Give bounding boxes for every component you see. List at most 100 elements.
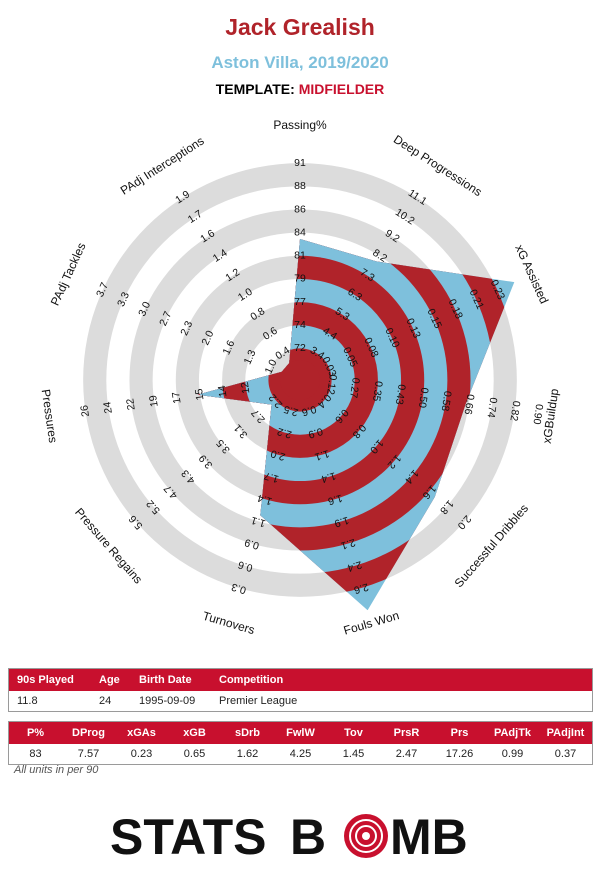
- bio-table: 90s Played Age Birth Date Competition 11.8 2…: [8, 668, 593, 712]
- axis-label: xGBuildup: [540, 387, 562, 444]
- tick-label: 2.6: [352, 580, 370, 596]
- tick-label: 22: [124, 398, 138, 411]
- tick-label: 1.0: [263, 358, 280, 376]
- poly-band-core: [280, 360, 320, 400]
- tick-label: 0.50: [416, 387, 431, 409]
- tick-label: 84: [294, 226, 306, 238]
- logo-b: B: [290, 809, 326, 862]
- tick-label: 0.6: [300, 403, 318, 419]
- bio-header-cell: 90s Played: [17, 674, 74, 686]
- tick-label: 1.6: [220, 338, 237, 356]
- tick-label: 0.9: [307, 425, 325, 441]
- stats-header-cell: PAdjTk: [493, 727, 532, 739]
- logo-stats: STATS: [110, 809, 266, 862]
- tick-label: 0.27: [347, 377, 362, 399]
- tick-label: 72: [294, 342, 306, 354]
- radar-chart: 7274777981848688913.44.45.36.37.38.29.21…: [39, 118, 562, 638]
- stats-header-cell: PrsR: [393, 727, 420, 739]
- tick-label: 2.0: [199, 329, 216, 347]
- stats-header-cell: P%: [26, 727, 45, 739]
- template-value: MIDFIELDER: [298, 81, 385, 97]
- stats-value-cell: 0.65: [183, 748, 206, 760]
- tick-label: 0.74: [485, 397, 500, 419]
- tick-label: 3.7: [94, 281, 111, 299]
- stats-header-cell: DProg: [72, 727, 105, 739]
- stats-table-row: 83 7.57 0.23 0.65 1.62 4.25 1.45 2.47 17.26 0.99 0…: [9, 744, 592, 764]
- stats-header-cell: sDrb: [234, 727, 261, 739]
- tick-label: 3.0: [136, 300, 153, 318]
- bio-header-cell: Age: [99, 674, 120, 686]
- tick-label: 0.82: [507, 400, 522, 422]
- player-name: Jack Grealish: [225, 14, 375, 40]
- statsbomb-logo: STATS B MB: [110, 809, 468, 862]
- tick-label: 0.3: [230, 580, 248, 596]
- tick-label: 86: [294, 203, 306, 215]
- tick-label: 91: [294, 157, 306, 169]
- tick-label: 2.0: [269, 447, 287, 463]
- tick-label: 14: [216, 384, 230, 397]
- tick-label: 0.58: [439, 390, 454, 412]
- tick-label: 1.1: [250, 514, 268, 530]
- stats-value-cell: 4.25: [289, 748, 312, 760]
- tick-label: 1.4: [256, 492, 274, 508]
- stats-table-header: P% DProg xGAs xGB sDrb FwlW Tov PrsR Prs PAdjTk PA…: [9, 722, 592, 744]
- tick-label: 2.5: [282, 403, 300, 419]
- bio-value-cell: 11.8: [17, 695, 38, 707]
- bio-header-cell: Competition: [219, 674, 284, 686]
- tick-label: 0.9: [243, 536, 261, 552]
- bio-value-cell: Premier League: [219, 695, 298, 707]
- stats-table: P% DProg xGAs xGB sDrb FwlW Tov PrsR Prs PAdjTk PA…: [8, 721, 593, 765]
- tick-label: 2.3: [178, 319, 195, 337]
- units-footnote: All units in per 90: [14, 764, 99, 776]
- tick-label: 1.6: [326, 492, 344, 508]
- bio-table-header: 90s Played Age Birth Date Competition: [9, 669, 592, 691]
- tick-label: 79: [294, 273, 306, 285]
- tick-label: 2.2: [276, 425, 294, 441]
- stats-header-cell: Tov: [344, 727, 363, 739]
- tick-label: 1.3: [242, 348, 259, 366]
- tick-label: 0.35: [370, 380, 385, 402]
- tick-label: 81: [294, 250, 306, 262]
- tick-label: 1.7: [263, 469, 281, 485]
- tick-label: 15: [193, 388, 207, 401]
- stats-value-cell: 7.57: [77, 748, 100, 760]
- tick-label: 74: [294, 319, 306, 331]
- logo-mb: MB: [390, 809, 468, 862]
- tick-label: 1.9: [333, 514, 351, 530]
- stats-value-cell: 17.26: [445, 748, 474, 760]
- axis-label: Pressures: [39, 388, 61, 443]
- tick-label: 19: [147, 394, 161, 407]
- tick-label: 2.1: [339, 536, 357, 552]
- tick-label: 0.66: [462, 393, 477, 415]
- stats-header-cell: xGAs: [127, 727, 156, 739]
- stats-value-cell: 0.99: [501, 748, 524, 760]
- stats-header-cell: PAdjInt: [546, 727, 585, 739]
- tick-label: 3.3: [115, 290, 132, 308]
- tick-label: 2.4: [346, 558, 364, 574]
- stats-value-cell: 1.62: [236, 748, 259, 760]
- tick-label: 0.90: [530, 403, 545, 425]
- tick-label: 24: [101, 401, 115, 414]
- bio-table-row: 11.8 24 1995-09-09 Premier League: [9, 691, 592, 711]
- tick-label: 0.12: [324, 374, 339, 396]
- stats-value-cell: 0.23: [130, 748, 153, 760]
- stats-value-cell: 0.37: [554, 748, 577, 760]
- tick-label: 0.6: [237, 558, 255, 574]
- stats-header-cell: Prs: [450, 727, 469, 739]
- bio-value-cell: 1995-09-09: [139, 695, 196, 707]
- tick-label: 17: [170, 391, 184, 404]
- bio-header-cell: Birth Date: [139, 674, 192, 686]
- tick-label: 26: [78, 404, 92, 417]
- stats-header-cell: xGB: [183, 727, 206, 739]
- tick-label: 2.7: [157, 309, 174, 327]
- template-line: TEMPLATE: MIDFIELDER: [0, 81, 600, 97]
- tick-label: 88: [294, 180, 306, 192]
- stats-value-cell: 2.47: [395, 748, 418, 760]
- stats-value-cell: 1.45: [342, 748, 365, 760]
- stats-value-cell: 83: [29, 748, 42, 760]
- tick-label: 12: [239, 381, 253, 394]
- tick-label: 77: [294, 296, 306, 308]
- tick-label: 0.43: [393, 383, 408, 405]
- template-label: TEMPLATE:: [215, 81, 295, 97]
- tick-label: 1.4: [320, 469, 338, 485]
